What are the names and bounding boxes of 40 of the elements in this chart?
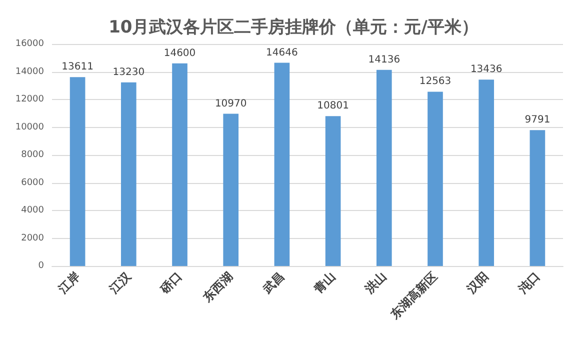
data-label: 9791 — [524, 114, 550, 126]
y-tick-label: 6000 — [21, 178, 44, 188]
bar — [530, 130, 546, 266]
data-label: 13611 — [62, 62, 94, 73]
x-tick-label: 汉阳 — [464, 269, 492, 297]
x-tick-label: 青山 — [310, 269, 338, 297]
y-tick-label: 4000 — [21, 206, 44, 216]
bar — [428, 92, 443, 266]
bar — [223, 114, 239, 266]
x-tick-label: 东西湖 — [200, 269, 236, 306]
y-tick-label: 12000 — [15, 94, 44, 104]
bar — [325, 116, 341, 266]
data-label: 10801 — [317, 100, 349, 112]
data-label: 10970 — [214, 98, 247, 110]
x-tick-label: 江岸 — [54, 269, 82, 297]
bar — [274, 62, 290, 266]
y-tick-label: 14000 — [15, 66, 44, 77]
bar — [120, 82, 136, 266]
y-tick-label: 16000 — [15, 39, 44, 49]
data-label: 14600 — [164, 48, 196, 59]
y-tick-label: 0 — [38, 261, 44, 271]
x-tick-label: 沌口 — [514, 269, 542, 297]
y-tick-label: 10000 — [15, 122, 44, 132]
x-tick-label: 江汉 — [106, 268, 134, 297]
bar — [478, 80, 494, 266]
bar — [172, 63, 188, 266]
x-tick-label: 武昌 — [259, 269, 287, 297]
x-tick-label: 洪山 — [362, 269, 390, 297]
bar — [376, 70, 392, 266]
x-tick-label: 东湖高新区 — [387, 269, 440, 322]
y-tick-label: 2000 — [21, 233, 44, 244]
data-label: 12563 — [419, 76, 452, 88]
bar — [70, 77, 86, 266]
chart-title: 10月武汉各片区二手房挂牌价（单元：元/平米） — [108, 18, 478, 38]
y-tick-label: 8000 — [21, 150, 44, 160]
data-label: 14646 — [266, 47, 298, 58]
data-label: 13436 — [470, 64, 502, 76]
x-tick-label: 硚口 — [157, 269, 185, 297]
data-label: 14136 — [368, 54, 400, 66]
data-label: 13230 — [112, 66, 145, 78]
